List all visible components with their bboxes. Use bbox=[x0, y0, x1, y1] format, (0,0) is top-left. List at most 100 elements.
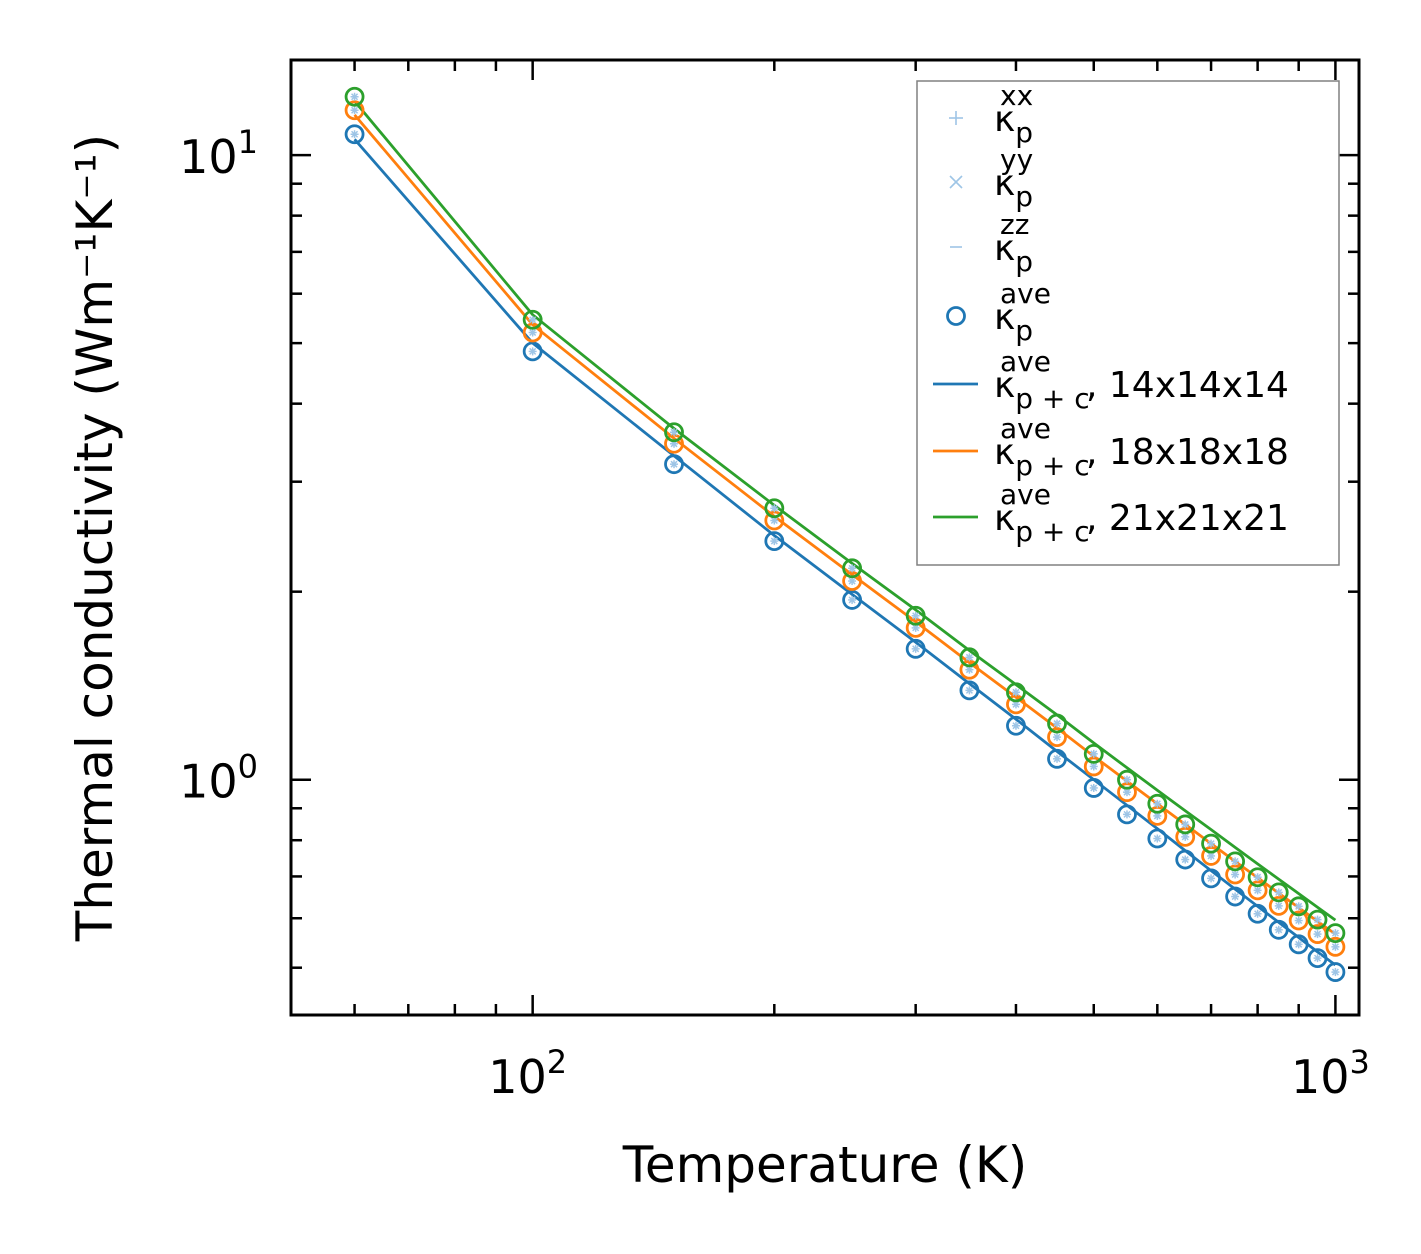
data-point bbox=[664, 422, 684, 443]
data-point bbox=[1288, 910, 1309, 931]
legend-entry: κpyy bbox=[949, 143, 1033, 213]
x-axis-label: Temperature (K) bbox=[622, 1136, 1027, 1194]
kyy-marker bbox=[351, 93, 359, 101]
kave-marker bbox=[959, 680, 980, 701]
kave-marker bbox=[522, 309, 543, 330]
kyy-marker bbox=[912, 624, 920, 632]
kave-marker bbox=[1117, 804, 1137, 825]
kave-marker bbox=[1006, 682, 1026, 703]
kyy-marker bbox=[1090, 784, 1098, 792]
kyy-marker bbox=[1275, 926, 1283, 934]
kave-marker bbox=[1325, 962, 1346, 982]
kyy-marker bbox=[770, 537, 778, 545]
data-point bbox=[764, 510, 785, 531]
kave-marker bbox=[1225, 851, 1246, 872]
data-point bbox=[764, 531, 785, 551]
fit-line-3 bbox=[353, 100, 1337, 922]
kyy-marker bbox=[1231, 870, 1239, 879]
kyy-marker bbox=[1313, 916, 1322, 924]
kave-marker bbox=[344, 124, 365, 145]
kyy-marker bbox=[1275, 902, 1283, 910]
kyy-marker bbox=[529, 328, 537, 337]
kave-marker bbox=[1083, 778, 1104, 798]
kave-marker bbox=[1307, 948, 1328, 969]
legend-entry: κpzz bbox=[950, 208, 1033, 278]
fit-line-1 bbox=[353, 138, 1337, 967]
data-point bbox=[1325, 923, 1346, 944]
data-point bbox=[1117, 769, 1137, 790]
legend-label: κp + cave, 21x21x21 bbox=[994, 478, 1289, 548]
kyy-marker bbox=[1231, 857, 1239, 865]
kave-marker bbox=[1083, 756, 1104, 777]
kyy-marker bbox=[1254, 886, 1262, 894]
data-point bbox=[764, 498, 785, 519]
data-point bbox=[1201, 868, 1221, 889]
kave-marker bbox=[1288, 910, 1309, 931]
data-point bbox=[842, 571, 863, 591]
legend-entry: κp + cave, 18x18x18 bbox=[933, 412, 1289, 482]
data-point bbox=[1175, 849, 1196, 870]
kave-marker bbox=[522, 341, 543, 362]
data-point bbox=[1047, 748, 1067, 769]
kave-marker bbox=[1288, 896, 1309, 917]
kyy-marker bbox=[351, 106, 359, 114]
y-tick-label: 101 bbox=[179, 123, 258, 184]
kave-marker bbox=[1268, 919, 1289, 940]
data-point bbox=[842, 558, 863, 579]
data-point bbox=[1225, 864, 1246, 885]
kyy-marker bbox=[1090, 750, 1098, 758]
data-point bbox=[1325, 962, 1346, 982]
tick-layer: 102 103 100 101 bbox=[179, 60, 1370, 1104]
kyy-marker bbox=[1053, 733, 1061, 741]
kyy-marker bbox=[1295, 902, 1303, 910]
kave-marker bbox=[1201, 868, 1221, 889]
data-point bbox=[959, 680, 980, 701]
kave-marker bbox=[1083, 743, 1104, 764]
data-point bbox=[1268, 895, 1289, 916]
data-point bbox=[1247, 867, 1268, 888]
kave-marker bbox=[1247, 903, 1268, 924]
kave-marker bbox=[959, 647, 980, 668]
data-point bbox=[344, 86, 365, 107]
data-point bbox=[1047, 727, 1067, 748]
kave-marker bbox=[1006, 715, 1026, 736]
kyy-marker bbox=[1295, 940, 1303, 948]
kave-marker bbox=[522, 322, 543, 343]
kyy-marker bbox=[670, 460, 678, 468]
kave-marker bbox=[842, 590, 863, 610]
kyy-marker bbox=[1123, 788, 1131, 796]
kyy-marker bbox=[529, 316, 537, 324]
kyy-marker bbox=[1153, 800, 1161, 808]
data-point bbox=[1006, 694, 1026, 715]
legend-label: κp + cave, 14x14x14 bbox=[994, 345, 1289, 415]
kave-marker bbox=[1147, 793, 1168, 814]
data-point bbox=[905, 605, 926, 626]
data-point bbox=[344, 124, 365, 145]
kyy-marker bbox=[1207, 874, 1215, 882]
kyy-marker bbox=[1331, 968, 1339, 976]
data-point bbox=[1247, 903, 1268, 924]
data-point bbox=[522, 322, 543, 343]
kave-marker bbox=[1268, 882, 1289, 903]
kyy-marker bbox=[1012, 700, 1020, 708]
legend-label: κpyy bbox=[994, 143, 1033, 213]
data-point bbox=[1201, 833, 1221, 854]
data-point bbox=[1117, 804, 1137, 825]
legend-box bbox=[916, 80, 1340, 566]
kave-marker bbox=[1147, 828, 1168, 849]
kyy-marker bbox=[1012, 688, 1020, 696]
kave-marker bbox=[1047, 748, 1067, 769]
legend-entry: κpave bbox=[946, 277, 1051, 347]
data-point bbox=[1175, 814, 1196, 835]
kyy-marker bbox=[1181, 856, 1189, 864]
data-point bbox=[1225, 886, 1246, 907]
kyy-marker bbox=[1012, 722, 1020, 730]
data-point bbox=[1083, 778, 1104, 798]
legend-entry: κpxx bbox=[949, 79, 1033, 149]
kyy-marker bbox=[1313, 930, 1322, 938]
kyy-marker bbox=[1331, 943, 1339, 951]
y-tick-label: 100 bbox=[179, 748, 258, 809]
kyy-marker bbox=[1231, 893, 1239, 901]
kave-marker bbox=[1047, 727, 1067, 748]
